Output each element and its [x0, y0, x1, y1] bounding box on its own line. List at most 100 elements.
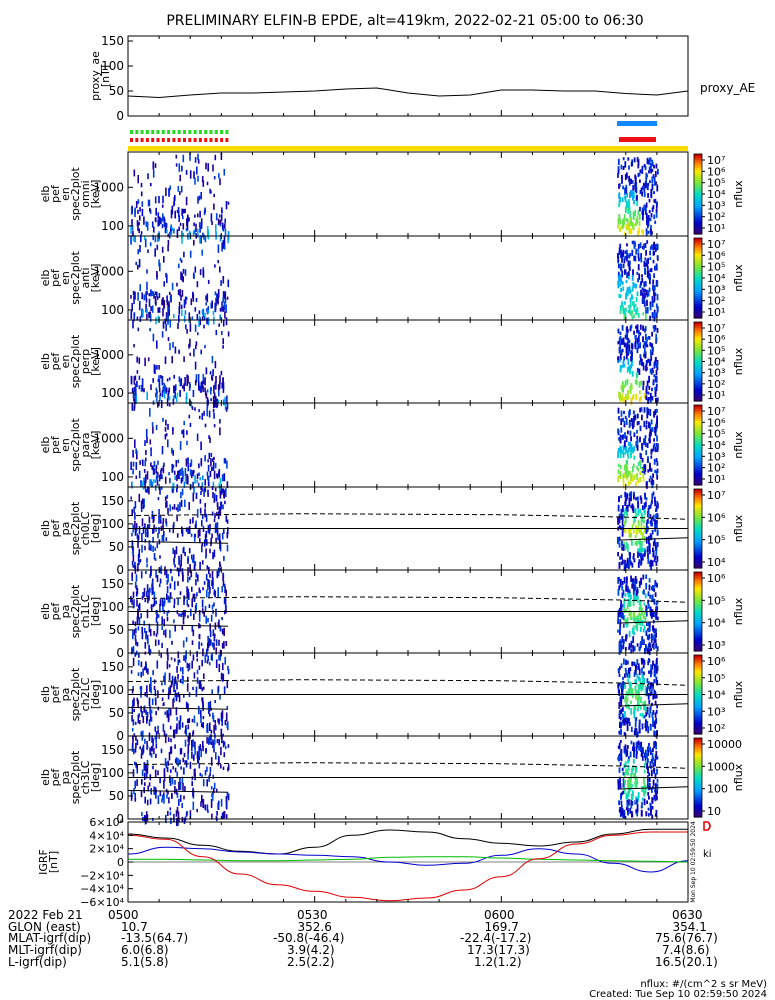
- panel-5-noise: [169, 504, 171, 512]
- panel-4-noise: [186, 473, 188, 481]
- panel-6-event-cell: [649, 594, 652, 599]
- panel-4-colorbar-cell: [694, 469, 702, 472]
- panel-3-noise: [156, 365, 158, 370]
- panel-5-noise: [182, 548, 185, 554]
- proxy-ae-ylabel: proxy_ae[nT]: [89, 51, 112, 101]
- panel-5-event-cell: [652, 514, 655, 522]
- panel-3-colorbar-cell: [694, 359, 702, 363]
- panel-7-event-cell: [630, 687, 632, 694]
- panel-2-noise: [184, 269, 187, 276]
- panel-5-noise: [218, 510, 221, 516]
- panel-1-event-cell: [647, 221, 649, 228]
- panel-2-noise: [138, 258, 141, 268]
- panel-7-noise: [209, 722, 211, 731]
- panel-7-event-cell: [649, 691, 652, 697]
- panel-5-event-cell: [628, 499, 631, 505]
- panel-1-event-cell: [624, 191, 626, 196]
- panel-3-event-cell: [645, 360, 648, 366]
- panel-1-noise: [224, 218, 226, 224]
- panel-7-colorbar-cell: [694, 730, 702, 733]
- panel-4-event-cell: [640, 407, 643, 412]
- panel-2-noise: [168, 309, 170, 316]
- panel-2-ylabel-line: [keV]: [89, 264, 102, 293]
- panel-2-noise: [223, 236, 226, 246]
- panel-7-noise: [196, 677, 199, 684]
- panel-6-colorbar-cell: [694, 647, 702, 650]
- panel-4-noise: [135, 462, 138, 470]
- panel-3-event-cell: [645, 390, 648, 395]
- panel-4-event-cell: [623, 421, 626, 428]
- x-row-value: 10.7: [121, 919, 148, 934]
- panel-2-event-cell: [647, 275, 650, 280]
- panel-7-noise: [155, 711, 157, 716]
- panel-5-noise: [217, 511, 220, 520]
- panel-7-colorbar-cell: [694, 706, 702, 709]
- panel-3-event-cell: [617, 358, 619, 364]
- panel-3-noise: [180, 378, 183, 386]
- panel-7-noise: [209, 736, 211, 745]
- panel-5-noise: [173, 559, 175, 563]
- panel-7-event-cell: [647, 681, 650, 685]
- panel-1-colorbar-cell: [694, 230, 702, 233]
- panel-5-event-cell: [645, 522, 648, 529]
- panel-5-colorbar-cell: [694, 552, 702, 555]
- panel-6-noise: [183, 610, 185, 619]
- panel-5-noise: [180, 554, 183, 560]
- panel-6-noise: [179, 591, 182, 596]
- panel-8-noise: [150, 788, 152, 795]
- panel-1-noise: [189, 152, 191, 161]
- panel-5-noise: [173, 504, 176, 510]
- panel-6-event-cell: [652, 642, 655, 647]
- panel-2-noise: [137, 292, 139, 301]
- panel-4-noise: [186, 440, 188, 446]
- panel-2-colorbar-cell: [694, 290, 702, 293]
- panel-6-event-cell: [625, 609, 628, 613]
- panel-1-event-cell: [628, 228, 631, 234]
- panel-3-noise: [156, 389, 158, 394]
- panel-1-event-cell: [626, 172, 628, 179]
- y-tick-label: 100: [101, 303, 124, 317]
- panel-2-event-cell: [629, 289, 632, 294]
- panel-2-colorbar-cell: [694, 248, 702, 251]
- panel-4-noise: [176, 484, 179, 489]
- panel-7-noise: [173, 729, 176, 739]
- panel-6-noise: [141, 632, 144, 640]
- panel-4-noise: [197, 482, 200, 488]
- panel-4-event-cell: [651, 448, 653, 453]
- panel-6-noise: [155, 600, 157, 605]
- panel-3-ylabel-line: pef: [49, 352, 62, 371]
- panel-4-event-cell: [649, 408, 652, 416]
- panel-4-event-cell: [656, 468, 659, 474]
- panel-8-event-cell: [649, 746, 651, 753]
- panel-5-noise: [187, 527, 189, 535]
- panel-2-event-cell: [649, 277, 651, 285]
- panel-7-event-cell: [620, 721, 622, 729]
- panel-2-colorbar-cell: [694, 252, 702, 255]
- panel-8-noise: [179, 748, 182, 755]
- panel-4-event-cell: [657, 443, 659, 450]
- panel-1-event-cell: [647, 230, 650, 234]
- panel-5-event-cell: [621, 525, 624, 530]
- panel-2-event-cell: [618, 293, 621, 298]
- panel-1-event-cell: [618, 228, 621, 232]
- panel-1-noise: [163, 219, 166, 227]
- panel-1-event-cell: [652, 174, 655, 179]
- panel-2-colorbar-cell: [694, 240, 702, 243]
- panel-5-noise: [139, 559, 142, 563]
- panel-6-event-cell: [621, 636, 624, 643]
- panel-5-event-cell: [617, 504, 620, 512]
- panel-7-event-cell: [640, 696, 642, 704]
- panel-1-noise: [203, 234, 205, 240]
- panel-8-event-cell: [630, 799, 633, 805]
- panel-2-event-cell: [646, 299, 648, 306]
- panel-1-noise: [170, 228, 172, 233]
- panel-2-event-cell: [656, 243, 659, 251]
- panel-5-colorbar-cell: [694, 489, 702, 492]
- panel-6-noise: [196, 651, 198, 658]
- panel-6-noise: [140, 571, 143, 579]
- panel-8-event-cell: [620, 750, 622, 755]
- panel-7-event-cell: [633, 672, 636, 678]
- panel-2-event-cell: [653, 299, 656, 303]
- panel-5-noise: [144, 538, 147, 543]
- panel-2-noise: [151, 305, 154, 313]
